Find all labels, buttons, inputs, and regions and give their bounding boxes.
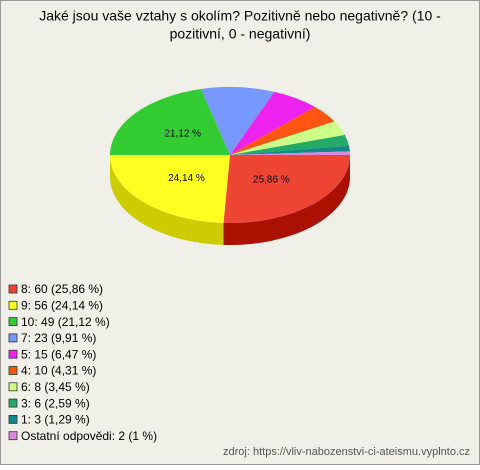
legend-swatch	[8, 300, 18, 310]
legend-label: 3: 6 (2,59 %)	[21, 396, 90, 410]
pie-slice	[230, 135, 349, 155]
legend-label: 4: 10 (4,31 %)	[21, 364, 96, 378]
data-label: 24,14 %	[168, 173, 205, 184]
pie-slice	[230, 91, 315, 155]
pie-slice	[230, 121, 345, 155]
source: zdroj: https://vliv-nabozenstvi-ci-ateis…	[223, 446, 470, 458]
pie-slice	[110, 89, 230, 155]
legend-swatch	[8, 317, 18, 327]
chart-title: Jaké jsou vaše vztahy s okolím? Pozitivn…	[39, 8, 441, 24]
pie-slice	[110, 155, 230, 223]
legend-label: 1: 3 (1,29 %)	[21, 413, 90, 427]
legend-label: 7: 23 (9,91 %)	[21, 331, 96, 345]
pie-slice	[201, 87, 275, 155]
legend-swatch	[8, 414, 18, 424]
legend-swatch	[8, 398, 18, 408]
legend-label: 9: 56 (24,14 %)	[21, 298, 103, 312]
legend-swatch	[8, 333, 18, 343]
legend-swatch	[8, 366, 18, 375]
legend-swatch	[8, 431, 18, 441]
legend-label: 8: 60 (25,86 %)	[21, 282, 103, 296]
legend-swatch	[8, 284, 18, 294]
pie-slice	[230, 106, 335, 155]
legend-swatch	[8, 382, 18, 392]
pie-slice	[230, 151, 350, 155]
pie-slice	[223, 155, 350, 223]
data-label: 25,86 %	[253, 174, 290, 185]
pie-slice	[230, 145, 350, 155]
pie-side	[110, 155, 224, 245]
legend-swatch	[8, 349, 18, 359]
data-label: 21,12 %	[164, 129, 201, 140]
legend-label: 6: 8 (3,45 %)	[21, 380, 90, 394]
legend-label: 10: 49 (21,12 %)	[21, 315, 110, 329]
chart-subtitle: pozitivní, 0 - negativní)	[170, 26, 311, 42]
pie-side	[223, 155, 350, 245]
legend-label: Ostatní odpovědi: 2 (1 %)	[21, 429, 157, 443]
legend-label: 5: 15 (6,47 %)	[21, 347, 96, 361]
